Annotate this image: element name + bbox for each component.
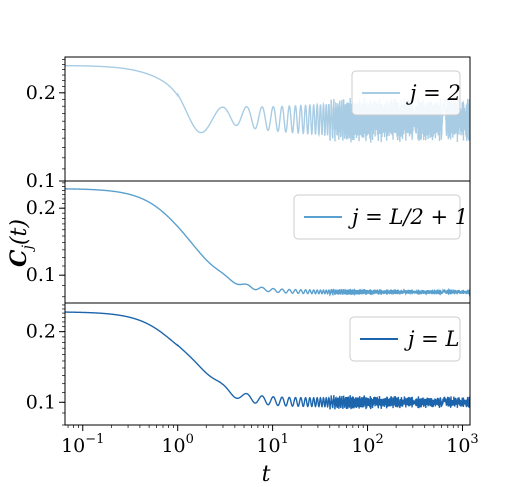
chart-panels: 0.2 0.1 j = 2 0.2 0.1 j = L/2 + 1 0.2 0.1 j = L (26, 56, 471, 426)
y-axis-title-sub: j (20, 244, 36, 252)
x-tick-exponent: 3 (470, 432, 478, 447)
x-axis-title: t (262, 462, 271, 487)
y-tick-label: 0.2 (26, 321, 56, 343)
panel-1: 0.2 0.1 j = 2 (26, 56, 471, 192)
panel-2: 0.2 0.1 j = L/2 + 1 (26, 180, 471, 304)
panel-3: 0.2 0.1 j = L (26, 302, 471, 426)
x-tick-exponent: 0 (186, 432, 194, 447)
x-tick-base: 10 (351, 435, 375, 457)
x-tick-base: 10 (61, 435, 85, 457)
x-tick-base: 10 (256, 435, 280, 457)
y-tick-label: 0.2 (26, 82, 56, 104)
x-tick-label: 103 (446, 432, 478, 457)
x-tick-label: 10−1 (61, 432, 104, 457)
series-line-panel-3 (65, 311, 470, 410)
x-axis: 10−1 100 101 102 103 (61, 425, 479, 457)
legend-box-panel-1 (351, 70, 461, 116)
x-tick-label: 102 (351, 432, 383, 457)
legend-box-panel-3 (349, 316, 461, 362)
y-tick-label: 0.2 (26, 197, 56, 219)
panel-frame-3 (64, 302, 471, 426)
y-axis-title-c: C (6, 249, 32, 267)
legend-label: j = L/2 + 1 (348, 205, 468, 229)
x-tick-exponent: −1 (85, 432, 104, 447)
x-tick-label: 100 (161, 432, 193, 457)
x-tick-base: 10 (446, 435, 470, 457)
y-tick-label: 0.1 (26, 264, 56, 286)
y-axis-title: Cj(t) (6, 219, 36, 267)
y-tick-label: 0.1 (26, 170, 56, 192)
x-tick-label: 101 (256, 432, 288, 457)
series-line-panel-2 (65, 188, 470, 297)
legend-box-panel-2 (293, 194, 461, 240)
x-tick-base: 10 (161, 435, 185, 457)
x-tick-exponent: 2 (376, 432, 384, 447)
y-axis-title-arg: (t) (7, 219, 32, 245)
x-tick-exponent: 1 (281, 432, 289, 447)
legend-label: j = L (404, 327, 459, 351)
legend-label: j = 2 (406, 81, 461, 105)
series-line-panel-1 (65, 64, 470, 143)
y-tick-label: 0.1 (26, 391, 56, 413)
